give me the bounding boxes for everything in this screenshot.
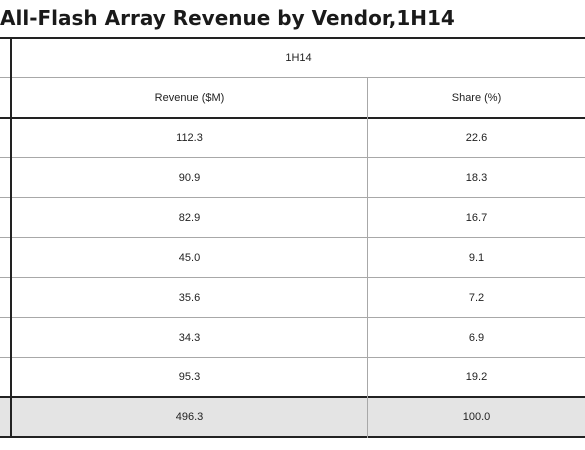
revenue-cell: 112.3 — [176, 132, 203, 144]
row-divider — [0, 317, 585, 318]
column-divider — [367, 77, 368, 438]
column-header-revenue: Revenue ($M) — [154, 91, 225, 104]
revenue-table: 1H14 Revenue ($M) Share (%) 112.3 22.6 9… — [0, 37, 585, 438]
share-cell: 19.2 — [465, 371, 488, 383]
share-cell: 18.3 — [465, 171, 488, 184]
revenue-cell: 34.3 — [178, 331, 201, 344]
share-cell: 7.2 — [468, 291, 485, 304]
column-header-share: Share (%) — [451, 91, 502, 104]
row-divider — [0, 277, 585, 278]
share-cell: 9.1 — [468, 251, 485, 264]
total-share-cell: 100.0 — [462, 411, 491, 423]
header-bottom-border — [0, 117, 585, 119]
label-column-border — [10, 37, 12, 438]
total-row-background — [0, 397, 585, 437]
row-divider — [0, 77, 585, 78]
revenue-cell: 45.0 — [178, 251, 201, 264]
share-cell: 16.7 — [465, 211, 488, 224]
total-revenue-cell: 496.3 — [175, 411, 204, 423]
revenue-cell: 90.9 — [178, 171, 201, 184]
row-divider — [0, 197, 585, 198]
total-top-border — [0, 396, 585, 398]
period-header: 1H14 — [285, 52, 312, 64]
revenue-cell: 95.3 — [178, 371, 201, 383]
revenue-cell: 35.6 — [178, 291, 201, 304]
share-cell: 22.6 — [465, 132, 488, 144]
page-title: All-Flash Array Revenue by Vendor,1H14 — [0, 6, 455, 30]
table-top-border — [0, 37, 585, 39]
row-divider — [0, 237, 585, 238]
table-bottom-border — [0, 436, 585, 438]
revenue-cell: 82.9 — [178, 211, 201, 224]
row-divider — [0, 157, 585, 158]
share-cell: 6.9 — [468, 331, 485, 344]
row-divider — [0, 357, 585, 358]
